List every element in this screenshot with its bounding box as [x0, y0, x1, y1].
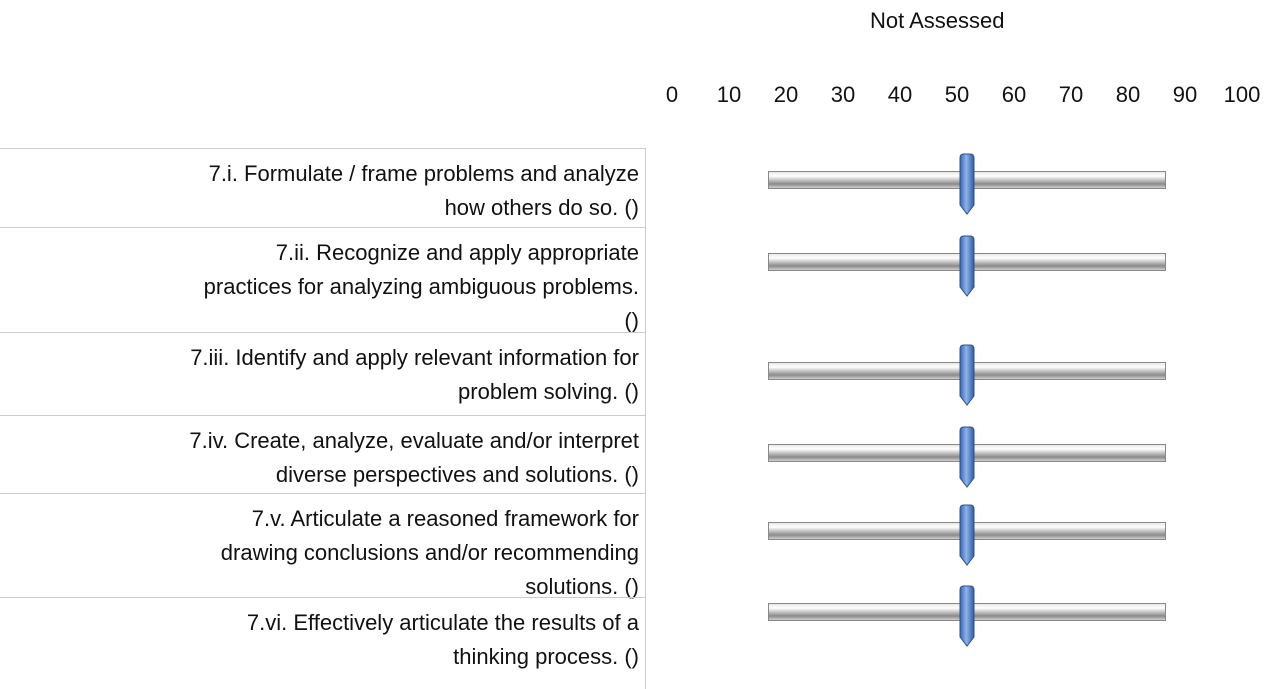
item-label: 7.iii. Identify and apply relevant infor… [190, 345, 639, 404]
item-row: 7.iii. Identify and apply relevant infor… [0, 332, 646, 415]
slider-thumb[interactable] [959, 426, 975, 488]
item-label: 7.ii. Recognize and apply appropriate pr… [203, 240, 639, 333]
item-row: 7.ii. Recognize and apply appropriate pr… [0, 227, 646, 333]
scale-tick: 40 [887, 82, 913, 107]
item-row: 7.iv. Create, analyze, evaluate and/or i… [0, 415, 646, 493]
slider-thumb[interactable] [959, 585, 975, 647]
slider-thumb[interactable] [959, 344, 975, 406]
scale-tick: 70 [1058, 82, 1084, 107]
item-row: 7.i. Formulate / frame problems and anal… [0, 148, 646, 227]
scale-tick: 50 [944, 82, 970, 107]
thumb-shape [959, 426, 975, 488]
item-label: 7.v. Articulate a reasoned framework for… [220, 506, 639, 599]
thumb-shape [959, 585, 975, 647]
scale-title: Not Assessed [870, 8, 1005, 33]
slider-thumb[interactable] [959, 504, 975, 566]
scale-tick: 20 [773, 82, 799, 107]
item-label: 7.vi. Effectively articulate the results… [246, 610, 639, 669]
item-label: 7.iv. Create, analyze, evaluate and/or i… [189, 428, 639, 487]
item-row: 7.vi. Effectively articulate the results… [0, 597, 646, 689]
scale-tick: 80 [1115, 82, 1141, 107]
thumb-shape [959, 153, 975, 215]
item-row: 7.v. Articulate a reasoned framework for… [0, 493, 646, 599]
scale-tick: 100 [1223, 82, 1261, 107]
scale-tick: 0 [665, 82, 679, 107]
thumb-shape [959, 344, 975, 406]
scale-tick: 30 [830, 82, 856, 107]
slider-thumb[interactable] [959, 153, 975, 215]
thumb-shape [959, 504, 975, 566]
thumb-shape [959, 235, 975, 297]
scale-tick: 90 [1172, 82, 1198, 107]
scale-tick: 10 [716, 82, 742, 107]
item-label: 7.i. Formulate / frame problems and anal… [208, 161, 639, 220]
slider-thumb[interactable] [959, 235, 975, 297]
scale-tick: 60 [1001, 82, 1027, 107]
